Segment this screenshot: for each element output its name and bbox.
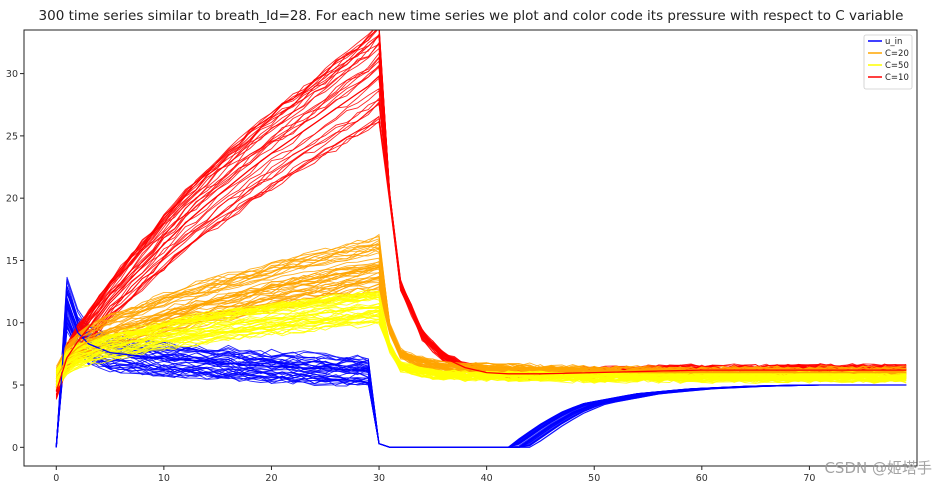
x-tick-label: 20	[265, 473, 277, 484]
series-line-c-20	[55, 264, 907, 380]
y-tick-label: 5	[12, 381, 18, 392]
series-variant-line	[55, 326, 907, 448]
legend-label: u_in	[885, 37, 902, 47]
series-variant-line	[55, 325, 907, 448]
y-axis: 0 5 10 15 20 25 30	[6, 69, 24, 454]
series-lines	[55, 74, 907, 448]
series-variant-line	[55, 120, 907, 395]
series-variant-line	[55, 243, 907, 374]
series-bundle-c-50	[55, 289, 907, 390]
x-tick-label: 40	[481, 473, 493, 484]
y-tick-label: 20	[6, 194, 18, 205]
x-tick-label: 10	[158, 473, 170, 484]
legend-label: C=10	[885, 73, 909, 83]
chart-title: 300 time series similar to breath_Id=28.…	[38, 8, 904, 24]
x-tick-label: 0	[53, 473, 59, 484]
legend-label: C=20	[885, 49, 909, 59]
y-tick-label: 30	[6, 69, 18, 80]
series-bundles	[55, 30, 907, 448]
series-variant-line	[55, 325, 907, 448]
watermark: CSDN @姬塔手	[824, 459, 932, 477]
series-line-u-in	[55, 303, 907, 448]
plot-frame	[23, 29, 918, 467]
legend: u_in C=20 C=50 C=10	[863, 34, 913, 90]
series-variant-line	[55, 290, 907, 379]
x-axis: 0 10 20 30 40 50 60 70	[53, 466, 815, 484]
y-tick-label: 0	[12, 443, 18, 454]
x-tick-label: 30	[373, 473, 385, 484]
series-line-c-10	[55, 74, 907, 392]
legend-label: C=50	[885, 61, 909, 71]
y-tick-label: 25	[6, 131, 18, 142]
series-bundle-u-in	[55, 276, 907, 448]
series-line-c-50	[55, 305, 907, 380]
x-tick-label: 60	[696, 473, 708, 484]
x-tick-label: 50	[588, 473, 600, 484]
y-tick-label: 15	[6, 256, 18, 267]
y-tick-label: 10	[6, 318, 18, 329]
legend-box	[863, 34, 913, 90]
x-tick-label: 70	[803, 473, 815, 484]
